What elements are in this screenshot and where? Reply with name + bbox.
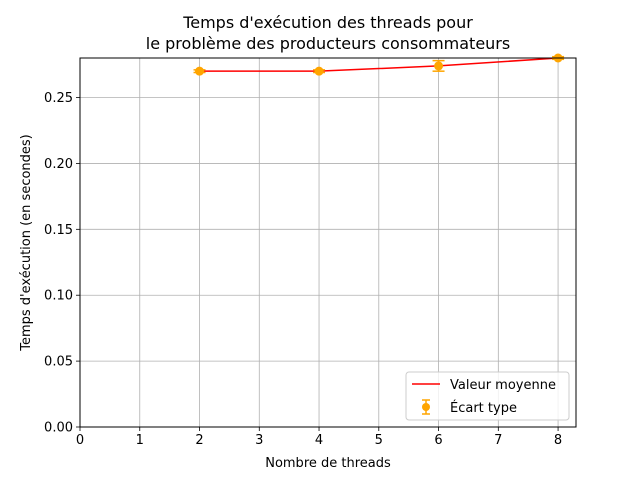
legend-label-stddev: Écart type bbox=[450, 400, 517, 416]
errorbar-point bbox=[432, 59, 445, 72]
x-tick-label: 7 bbox=[494, 433, 502, 448]
x-tick-label: 1 bbox=[136, 433, 144, 448]
legend-errorbar-swatch bbox=[422, 399, 430, 415]
y-tick-label: 0.15 bbox=[44, 223, 73, 238]
chart-title-line-1: Temps d'exécution des threads pour bbox=[182, 13, 473, 32]
x-tick-label: 8 bbox=[554, 433, 562, 448]
x-tick-label: 0 bbox=[76, 433, 84, 448]
chart-title-line-2: le problème des producteurs consommateur… bbox=[146, 34, 510, 53]
y-tick-label: 0.25 bbox=[44, 91, 73, 106]
y-tick-label: 0.05 bbox=[44, 355, 73, 370]
x-tick-label: 3 bbox=[255, 433, 263, 448]
errorbar-marker bbox=[314, 66, 324, 76]
plot-frame bbox=[79, 57, 577, 428]
grid-lines bbox=[79, 58, 576, 428]
x-tick-label: 2 bbox=[195, 433, 203, 448]
y-tick-label: 0.20 bbox=[44, 157, 73, 172]
errorbar-marker bbox=[195, 66, 205, 76]
mean-value-line bbox=[199, 57, 559, 72]
legend: Valeur moyenne Écart type bbox=[405, 371, 570, 421]
y-tick-label: 0.00 bbox=[44, 421, 73, 436]
x-tick-label: 6 bbox=[434, 433, 442, 448]
x-tick-label: 4 bbox=[315, 433, 323, 448]
axes: 0 1 2 3 4 5 6 7 8 0.00 0.05 0.10 0.15 0.20 0.25 bbox=[44, 91, 562, 448]
x-axis-label: Nombre de threads bbox=[265, 456, 391, 471]
x-tick-label: 5 bbox=[375, 433, 383, 448]
legend-label-mean: Valeur moyenne bbox=[450, 378, 556, 393]
y-axis-label: Temps d'exécution (en secondes) bbox=[19, 134, 34, 352]
errorbar-point bbox=[193, 66, 206, 76]
errorbar-marker bbox=[434, 61, 444, 71]
legend-box bbox=[405, 371, 570, 421]
plot-series bbox=[193, 53, 565, 76]
y-tick-label: 0.10 bbox=[44, 289, 73, 304]
errorbar-point bbox=[313, 66, 326, 76]
